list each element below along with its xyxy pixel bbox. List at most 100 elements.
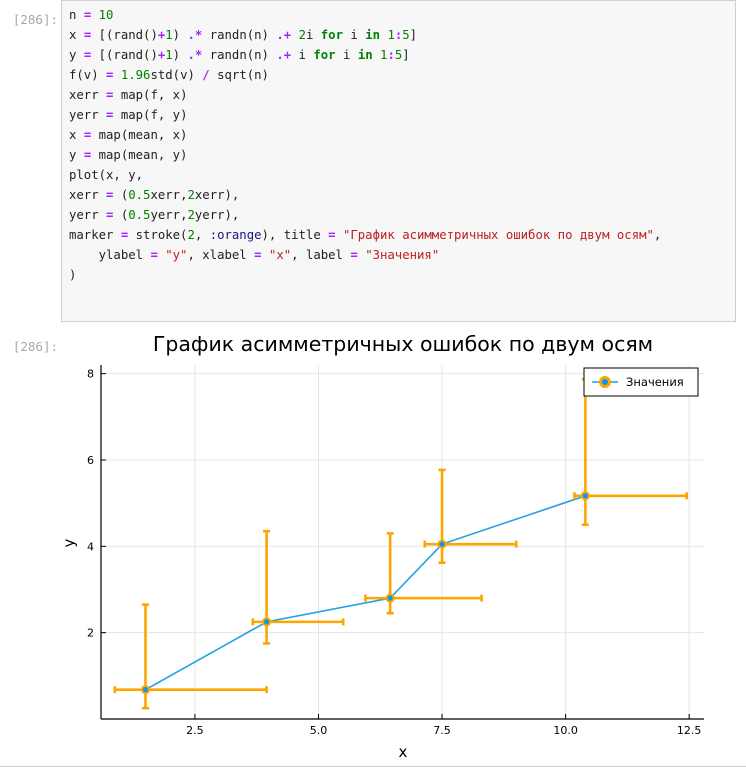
code-token: yerr, xyxy=(150,208,188,222)
code-token: y xyxy=(69,148,84,162)
legend-marker-sample xyxy=(599,376,611,388)
code-token: = xyxy=(83,28,92,42)
y-tick-label: 6 xyxy=(87,454,94,467)
code-token: map(mean, y) xyxy=(91,148,188,162)
code-token: : xyxy=(394,28,403,42)
code-token: y xyxy=(69,48,84,62)
code-token: [(rand() xyxy=(91,48,158,62)
code-token xyxy=(262,248,269,262)
code-token: map(f, y) xyxy=(113,108,188,122)
x-tick-label: 5.0 xyxy=(310,724,328,737)
code-token: "График асимметричных ошибок по двум ося… xyxy=(342,228,654,242)
code-token: yerr xyxy=(69,108,107,122)
code-token: ) xyxy=(172,48,188,62)
code-token: = xyxy=(254,248,262,262)
code-token: yerr xyxy=(69,208,107,222)
code-cell[interactable]: n = 10 x = [(rand()+1) .* randn(n) .+ 2i … xyxy=(61,0,736,322)
code-token: plot(x, y, xyxy=(69,168,144,182)
code-token: xerr), xyxy=(194,188,240,202)
code-token: f(v) xyxy=(69,68,107,82)
code-token: "y" xyxy=(165,248,188,262)
code-token: "Значения" xyxy=(365,248,440,262)
code-token: "x" xyxy=(268,248,292,262)
code-token: i xyxy=(305,28,321,42)
code-token: 1.96 xyxy=(120,68,151,82)
code-line: yerr = (0.5yerr,2yerr), xyxy=(69,205,239,225)
code-token: 0.5 xyxy=(128,208,151,222)
data-point xyxy=(580,491,590,501)
code-token: x xyxy=(69,128,84,142)
code-token: i xyxy=(343,28,366,42)
x-tick-label: 10.0 xyxy=(553,724,578,737)
code-token: 2 xyxy=(187,188,195,202)
code-token: 2 xyxy=(187,228,195,242)
code-token: map(mean, x) xyxy=(91,128,188,142)
code-token: = xyxy=(106,208,114,222)
code-token: std(v) xyxy=(150,68,203,82)
code-token xyxy=(291,28,298,42)
code-token: 10 xyxy=(98,8,114,22)
code-token: for xyxy=(313,48,336,62)
chart: 2.5 5.0 7.5 10.0 12.5 2 4 6 8 График асимметричн… xyxy=(60,332,704,761)
code-token: , xlabel xyxy=(187,248,255,262)
code-token: = xyxy=(106,188,114,202)
code-token: randn(n) xyxy=(202,28,277,42)
code-token: = xyxy=(83,148,92,162)
y-tick-label: 8 xyxy=(87,368,94,381)
code-token: yerr), xyxy=(194,208,240,222)
code-token: 5 xyxy=(394,48,403,62)
code-token: map(f, x) xyxy=(113,88,188,102)
code-line: xerr = (0.5xerr,2xerr), xyxy=(69,185,239,205)
code-token: = xyxy=(83,8,92,22)
code-token: + xyxy=(157,28,166,42)
code-token: = xyxy=(150,248,158,262)
code-token xyxy=(373,48,380,62)
output-prompt: [286]: xyxy=(12,339,58,354)
code-token xyxy=(91,8,98,22)
code-token: in xyxy=(365,28,381,42)
code-line: plot(x, y, xyxy=(69,165,143,185)
code-token: ( xyxy=(113,188,129,202)
cell-divider xyxy=(0,766,746,767)
x-tick-label: 2.5 xyxy=(186,724,204,737)
code-token xyxy=(113,68,120,82)
code-token: stroke( xyxy=(128,228,188,242)
code-token: .* xyxy=(187,48,203,62)
code-token: ), title xyxy=(261,228,329,242)
code-token: .+ xyxy=(276,48,292,62)
chart-title: График асимметричных ошибок по двум осям xyxy=(153,332,653,356)
data-points xyxy=(140,491,590,695)
code-token: 2 xyxy=(187,208,195,222)
code-line: y = map(mean, y) xyxy=(69,145,187,165)
code-line: xerr = map(f, x) xyxy=(69,85,187,105)
code-line: x = map(mean, x) xyxy=(69,125,187,145)
data-point xyxy=(261,617,272,627)
legend-label: Значения xyxy=(626,375,684,389)
x-axis-label: x xyxy=(399,743,408,761)
series-line xyxy=(145,495,586,691)
legend: Значения xyxy=(583,367,699,397)
y-tick-label: 4 xyxy=(87,540,94,553)
code-token: marker xyxy=(69,228,121,242)
code-token: .* xyxy=(187,28,203,42)
code-token: 1 xyxy=(165,28,173,42)
input-prompt: [286]: xyxy=(12,12,58,27)
x-tick-label: 7.5 xyxy=(433,724,451,737)
code-line: ) xyxy=(69,265,76,285)
code-line: n = 10 xyxy=(69,5,113,25)
y-axis-label: y xyxy=(60,538,78,547)
code-token: , xyxy=(194,228,210,242)
code-token: 1 xyxy=(380,48,388,62)
code-token: ] xyxy=(402,48,410,62)
code-line: yerr = map(f, y) xyxy=(69,105,187,125)
code-token: = xyxy=(106,88,114,102)
code-token: xerr, xyxy=(150,188,188,202)
code-token: = xyxy=(106,68,114,82)
code-token: i xyxy=(335,48,358,62)
data-point xyxy=(437,539,447,549)
code-line: f(v) = 1.96std(v) / sqrt(n) xyxy=(69,65,269,85)
code-line: y = [(rand()+1) .* randn(n) .+ i for i i… xyxy=(69,45,410,65)
code-token: 0.5 xyxy=(128,188,151,202)
code-token: x xyxy=(69,28,84,42)
code-token: = xyxy=(120,228,129,242)
